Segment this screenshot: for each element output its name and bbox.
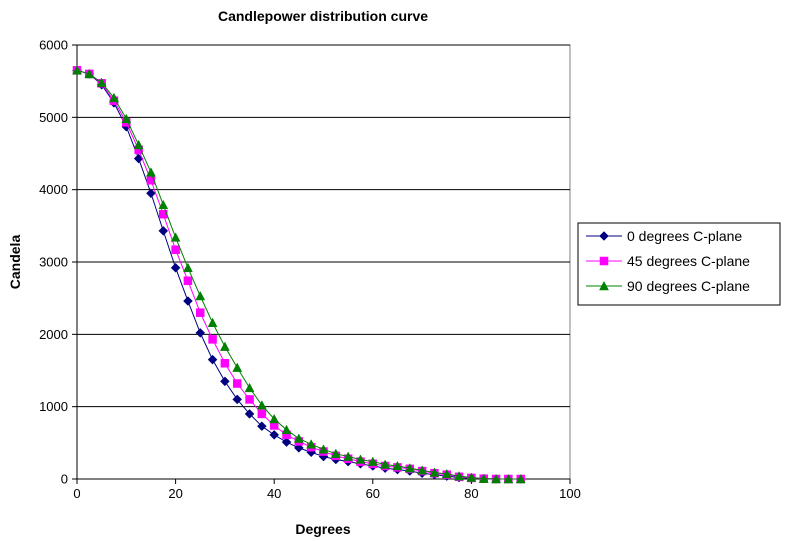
- data-point-triangle: [417, 465, 428, 475]
- y-tick-label: 4000: [39, 182, 68, 197]
- data-point-square: [183, 276, 193, 286]
- y-tick-label: 5000: [39, 110, 68, 125]
- y-tick-label: 1000: [39, 399, 68, 414]
- data-point-triangle: [146, 167, 156, 177]
- data-point-triangle: [429, 467, 440, 477]
- data-point-triangle: [133, 139, 144, 150]
- x-axis-title: Degrees: [295, 521, 350, 537]
- data-point-diamond: [207, 354, 218, 365]
- data-point-triangle: [256, 400, 267, 410]
- data-point-diamond: [281, 437, 292, 447]
- data-point-triangle: [281, 424, 292, 435]
- data-point-triangle: [318, 444, 329, 454]
- legend-marker-diamond: [599, 231, 609, 241]
- data-point-triangle: [109, 92, 119, 103]
- data-point-square: [208, 335, 217, 344]
- data-point-diamond: [220, 376, 230, 387]
- data-point-triangle: [355, 454, 366, 464]
- data-point-triangle: [454, 471, 464, 481]
- x-axis-ticks: 0 20 40 60 80 100: [73, 479, 581, 501]
- data-point-diamond: [158, 226, 169, 236]
- legend-entry: 45 degrees C-plane: [586, 253, 750, 269]
- data-point-triangle: [72, 65, 82, 75]
- data-point-triangle: [503, 473, 514, 484]
- data-point-triangle: [219, 341, 230, 351]
- data-point-triangle: [269, 413, 280, 424]
- legend-label: 45 degrees C-plane: [627, 253, 750, 269]
- data-point-diamond: [195, 328, 206, 338]
- legend-box: [577, 222, 781, 306]
- data-point-triangle: [293, 433, 304, 443]
- data-point-diamond: [146, 188, 156, 199]
- x-tick-label: 100: [559, 486, 581, 501]
- data-point-triangle: [380, 459, 391, 469]
- data-point-triangle: [343, 451, 354, 461]
- data-point-triangle: [158, 199, 169, 210]
- data-point-triangle: [306, 439, 317, 449]
- data-point-diamond: [183, 296, 193, 306]
- data-point-triangle: [170, 232, 181, 242]
- legend-marker-triangle: [599, 280, 609, 291]
- data-point-square: [232, 379, 242, 388]
- y-tick-label: 6000: [39, 38, 68, 53]
- data-point-diamond: [232, 394, 243, 405]
- data-point-square: [196, 308, 205, 317]
- legend-label: 0 degrees C-plane: [627, 228, 742, 244]
- legend: 0 degrees C-plane 45 degrees C-plane 90 de…: [577, 222, 781, 306]
- data-point-triangle: [466, 472, 477, 482]
- data-point-square: [171, 245, 180, 254]
- data-point-diamond: [293, 443, 304, 453]
- series-2: [72, 65, 526, 484]
- data-point-square: [257, 409, 267, 419]
- data-point-triangle: [232, 362, 243, 372]
- data-point-diamond: [269, 430, 280, 440]
- legend-label: 90 degrees C-plane: [627, 278, 750, 294]
- data-point-triangle: [404, 463, 415, 473]
- y-tick-label: 3000: [39, 255, 68, 270]
- x-tick-label: 0: [73, 486, 80, 501]
- x-tick-label: 40: [267, 486, 281, 501]
- legend-entry: 90 degrees C-plane: [586, 278, 750, 294]
- data-point-square: [245, 395, 254, 404]
- data-point-diamond: [257, 421, 267, 432]
- y-tick-label: 0: [61, 472, 68, 487]
- data-point-diamond: [170, 262, 181, 273]
- data-point-triangle: [392, 460, 403, 471]
- data-point-triangle: [330, 448, 341, 458]
- x-tick-label: 20: [168, 486, 182, 501]
- y-axis-title: Candela: [7, 235, 23, 290]
- legend-entry: 0 degrees C-plane: [586, 228, 742, 244]
- legend-marker-square: [599, 256, 609, 266]
- data-point-triangle: [96, 77, 107, 87]
- gridlines: [77, 44, 570, 408]
- data-point-triangle: [478, 473, 489, 483]
- data-point-triangle: [207, 317, 218, 328]
- x-tick-label: 80: [464, 486, 478, 501]
- y-axis-ticks: 0 1000 2000 3000 4000 5000 6000: [39, 38, 77, 487]
- series-layer: [72, 65, 526, 484]
- data-point-triangle: [121, 113, 132, 124]
- data-point-triangle: [84, 68, 95, 79]
- data-point-triangle: [183, 262, 193, 273]
- data-point-triangle: [441, 468, 452, 479]
- data-point-diamond: [244, 409, 255, 419]
- data-point-triangle: [367, 456, 378, 466]
- y-tick-label: 2000: [39, 327, 68, 342]
- chart-title: Candlepower distribution curve: [218, 8, 428, 24]
- data-point-triangle: [515, 473, 526, 484]
- data-point-triangle: [195, 290, 206, 301]
- data-point-triangle: [491, 473, 501, 484]
- data-point-square: [220, 359, 230, 368]
- data-point-triangle: [244, 382, 255, 393]
- x-tick-label: 60: [366, 486, 380, 501]
